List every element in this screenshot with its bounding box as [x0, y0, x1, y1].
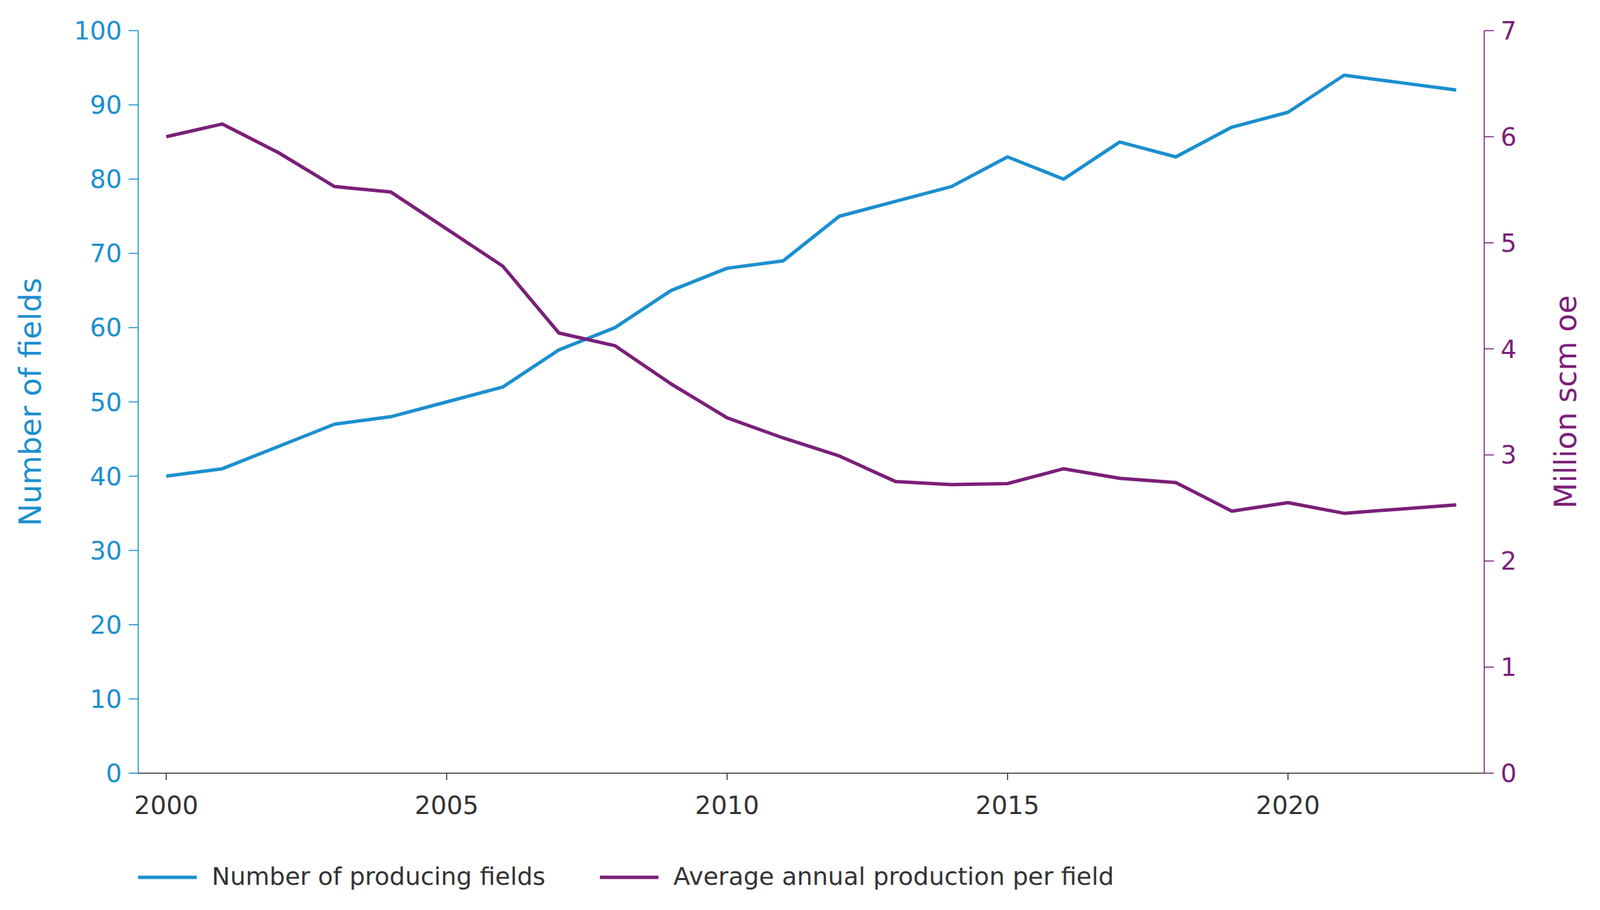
y2-tick [1484, 136, 1494, 138]
y2-tick-label: 2 [1500, 546, 1517, 576]
legend-label: Number of producing fields [211, 862, 546, 891]
x-tick [1006, 773, 1009, 781]
y-tick-label: 90 [89, 90, 122, 120]
y-tick-label: 50 [89, 388, 122, 418]
y2-tick [1484, 666, 1494, 668]
y2-tick-label: 7 [1500, 16, 1517, 46]
y-tick [128, 772, 139, 775]
y2-tick [1484, 348, 1494, 350]
y-tick-label: 30 [89, 536, 122, 566]
y2-tick [1484, 454, 1494, 457]
x-tick-label: 2015 [975, 791, 1040, 821]
y2-tick-label: 0 [1500, 759, 1517, 789]
y-tick [128, 475, 139, 478]
x-tick [1287, 773, 1289, 781]
y2-tick [1484, 772, 1494, 775]
x-tick-label: 2000 [134, 791, 199, 821]
y2-tick [1484, 29, 1494, 32]
legend-swatch [599, 876, 659, 880]
x-tick-label: 2020 [1256, 791, 1321, 821]
x-tick-label: 2010 [695, 791, 760, 821]
y-tick [128, 624, 139, 626]
y-tick-label: 20 [89, 610, 122, 640]
y-tick [128, 550, 139, 552]
x-tick [165, 773, 167, 781]
y-tick-label: 80 [89, 164, 122, 195]
y2-tick-label: 1 [1500, 652, 1517, 683]
legend-label: Average annual production per field [673, 862, 1114, 891]
y2-tick [1484, 242, 1494, 244]
x-tick [445, 773, 448, 781]
y-tick [128, 178, 139, 180]
y-tick-label: 10 [89, 684, 122, 715]
y2-tick [1484, 561, 1494, 563]
x-tick-label: 2005 [414, 791, 479, 821]
y2-tick-label: 6 [1500, 122, 1517, 152]
y2-axis-line [1483, 30, 1485, 774]
y2-tick-label: 3 [1500, 440, 1517, 470]
y-tick [128, 401, 139, 404]
series-line [166, 123, 1457, 514]
y-tick-label: 70 [89, 238, 122, 269]
series-line [166, 74, 1457, 476]
chart: 2000200520102015202001020304050607080901… [0, 0, 1600, 910]
legend-swatch [138, 876, 197, 880]
y2-axis-title: Million scm oe [1548, 295, 1583, 510]
y-tick-label: 100 [73, 16, 122, 46]
y-tick [128, 104, 139, 106]
y-axis-title: Number of fields [12, 277, 48, 527]
x-axis-line [138, 772, 1485, 775]
y-tick [128, 327, 139, 329]
y-tick [128, 29, 139, 32]
x-tick [726, 773, 728, 781]
y-tick-label: 60 [89, 313, 122, 343]
y-tick-label: 0 [105, 759, 122, 789]
y-tick [128, 253, 139, 255]
plot-area [166, 74, 1457, 514]
y-tick [128, 698, 139, 700]
y-tick-label: 40 [89, 462, 122, 492]
y2-tick-label: 4 [1500, 334, 1517, 365]
y2-tick-label: 5 [1500, 228, 1517, 259]
